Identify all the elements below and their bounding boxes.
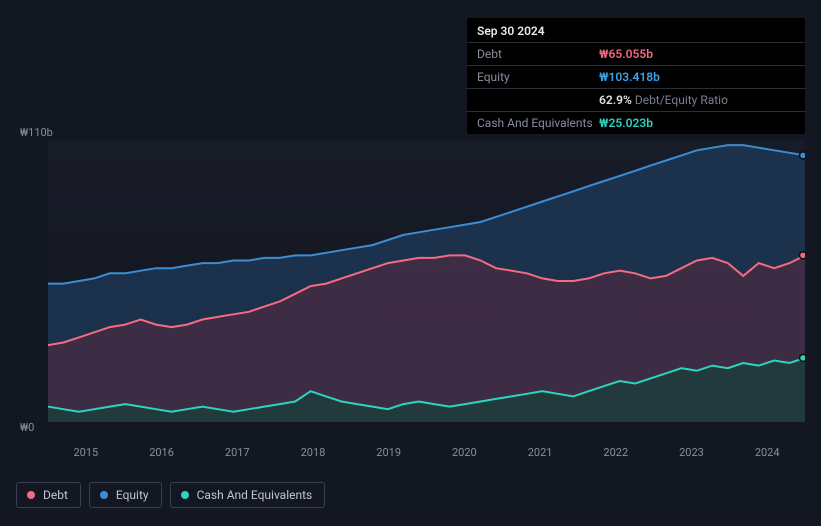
series-end-marker-equity bbox=[800, 152, 806, 159]
tooltip-debt-label: Debt bbox=[477, 47, 599, 61]
x-tick: 2022 bbox=[578, 440, 654, 470]
x-tick: 2016 bbox=[124, 440, 200, 470]
tooltip-ratio-label: Debt/Equity Ratio bbox=[635, 93, 728, 107]
legend-item-equity[interactable]: Equity bbox=[89, 482, 162, 508]
legend-dot-cash bbox=[181, 491, 189, 499]
legend-dot-debt bbox=[27, 491, 35, 499]
tooltip-debt-row: Debt ₩65.055b bbox=[467, 43, 805, 66]
data-tooltip: Sep 30 2024 Debt ₩65.055b Equity ₩103.41… bbox=[467, 18, 805, 134]
series-end-marker-debt bbox=[800, 252, 806, 259]
x-tick: 2021 bbox=[502, 440, 578, 470]
tooltip-date: Sep 30 2024 bbox=[467, 18, 805, 43]
legend-item-cash[interactable]: Cash And Equivalents bbox=[170, 482, 326, 508]
x-tick: 2024 bbox=[729, 440, 805, 470]
y-axis-min-label: ₩0 bbox=[20, 421, 34, 434]
chart-plot[interactable] bbox=[48, 140, 805, 422]
tooltip-cash-row: Cash And Equivalents ₩25.023b bbox=[467, 112, 805, 134]
legend-label-equity: Equity bbox=[116, 488, 149, 502]
y-axis-max-label: ₩110b bbox=[20, 126, 53, 139]
x-tick: 2019 bbox=[351, 440, 427, 470]
tooltip-debt-value: ₩65.055b bbox=[599, 47, 653, 61]
tooltip-cash-value: ₩25.023b bbox=[599, 116, 653, 130]
x-tick: 2017 bbox=[199, 440, 275, 470]
tooltip-cash-label: Cash And Equivalents bbox=[477, 116, 599, 130]
x-tick: 2018 bbox=[275, 440, 351, 470]
legend: Debt Equity Cash And Equivalents bbox=[16, 482, 325, 508]
tooltip-ratio-value: 62.9% Debt/Equity Ratio bbox=[599, 93, 728, 107]
tooltip-ratio-row: 62.9% Debt/Equity Ratio bbox=[467, 89, 805, 112]
chart-svg bbox=[48, 140, 805, 422]
tooltip-ratio-pct: 62.9% bbox=[599, 93, 632, 107]
legend-label-cash: Cash And Equivalents bbox=[197, 488, 313, 502]
tooltip-ratio-spacer bbox=[477, 93, 599, 107]
legend-label-debt: Debt bbox=[43, 488, 68, 502]
tooltip-equity-label: Equity bbox=[477, 70, 599, 84]
legend-dot-equity bbox=[100, 491, 108, 499]
x-tick: 2015 bbox=[48, 440, 124, 470]
x-tick: 2020 bbox=[427, 440, 503, 470]
legend-item-debt[interactable]: Debt bbox=[16, 482, 81, 508]
tooltip-equity-row: Equity ₩103.418b bbox=[467, 66, 805, 89]
tooltip-equity-value: ₩103.418b bbox=[599, 70, 660, 84]
x-axis: 2015201620172018201920202021202220232024 bbox=[48, 440, 805, 470]
x-tick: 2023 bbox=[654, 440, 730, 470]
series-end-marker-cash bbox=[800, 354, 806, 361]
chart-area: ₩110b ₩0 2015201620172018201920202021202… bbox=[16, 122, 805, 470]
